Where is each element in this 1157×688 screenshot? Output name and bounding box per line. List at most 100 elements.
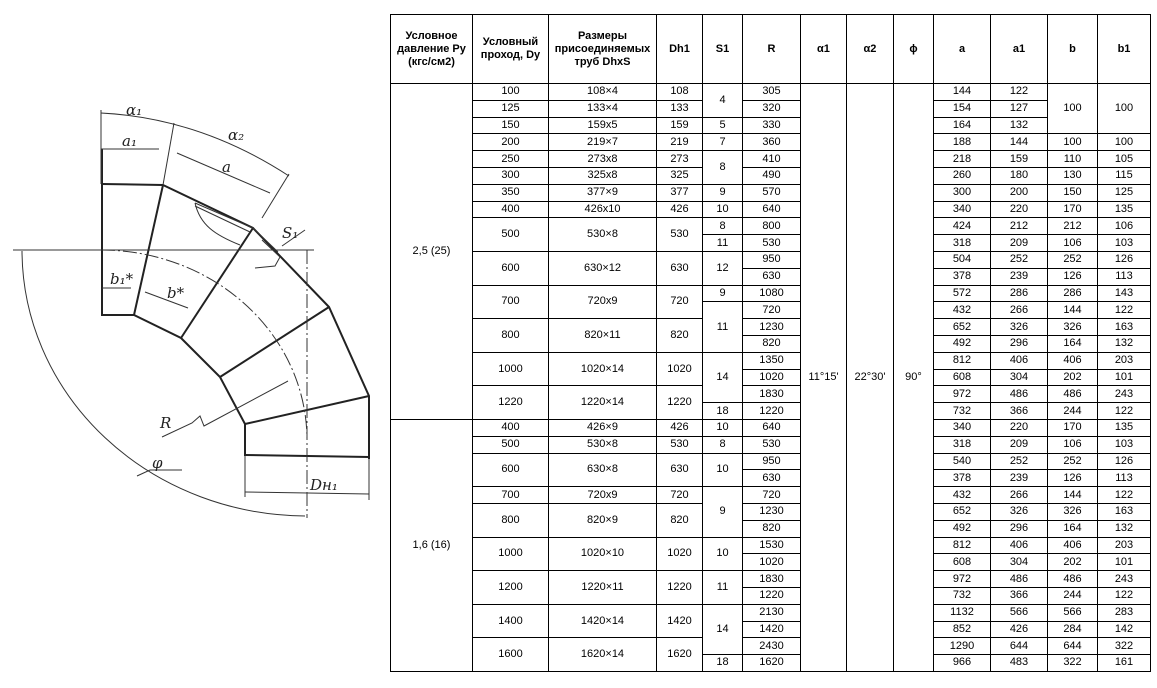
table-row: 700 720x9 720 9 1080 572 286 286 143	[391, 284, 1151, 320]
table-cell: 9	[702, 284, 743, 303]
table-cell: 852	[933, 620, 991, 639]
table-cell: 101	[1097, 368, 1151, 387]
table-cell: 800	[742, 217, 801, 236]
label-a: a	[222, 158, 231, 176]
table-cell: 113	[1097, 267, 1151, 286]
table-cell: 7	[702, 133, 743, 152]
table-cell: 170	[1047, 418, 1098, 437]
table-cell: 406	[1047, 536, 1098, 555]
table-body: 2,5 (25) 100 108×4 108 4 305 11°15' 22°30' 90° 14…	[390, 82, 1151, 672]
table-cell: 10	[702, 200, 743, 219]
table-cell: 239	[990, 469, 1048, 488]
table-row: 700 720x9 720 9 720 432 266 144 122	[391, 486, 1151, 538]
table-cell: 652	[933, 502, 991, 521]
table-cell: 608	[933, 553, 991, 572]
table-cell: 812	[933, 351, 991, 370]
r-leader	[161, 380, 289, 438]
table-cell: 2130	[742, 603, 801, 622]
column-header: R	[742, 14, 801, 84]
table-cell: 243	[1097, 385, 1151, 404]
table-cell: 1420×14	[548, 603, 657, 639]
table-cell: 972	[933, 570, 991, 588]
table-cell: 732	[933, 402, 991, 420]
table-cell: 492	[933, 334, 991, 353]
table-row: 125 133×4 133 320 154 127	[391, 99, 1151, 118]
table-cell: 212	[990, 217, 1048, 236]
table-cell: 159	[656, 116, 703, 135]
column-header: Размеры присоединяемых труб DhxS	[548, 14, 657, 84]
table-cell: 126	[1097, 250, 1151, 269]
table-cell: 5	[702, 116, 743, 135]
table-cell: 490	[742, 166, 801, 185]
table-cell: 406	[990, 351, 1048, 370]
table-cell: 530×8	[548, 435, 657, 454]
table-cell: 200	[990, 183, 1048, 202]
table-cell: 122	[1097, 586, 1151, 605]
table-cell: 1020	[742, 368, 801, 387]
table-cell: 10	[702, 452, 743, 488]
table-cell: 159	[990, 150, 1048, 168]
table-cell: 950	[742, 250, 801, 269]
b-dimension	[144, 291, 189, 309]
table-cell: 161	[1097, 654, 1151, 672]
table-cell: 426x10	[548, 200, 657, 219]
table-cell: 164	[1047, 519, 1098, 538]
table-cell: 209	[990, 234, 1048, 252]
table-cell: 14	[702, 603, 743, 656]
table-cell: 163	[1097, 318, 1151, 336]
table-cell: 8	[702, 150, 743, 185]
table-row: 630 378 239 126 113	[391, 267, 1151, 286]
table-cell: 170	[1047, 200, 1098, 219]
table-cell: 100	[1047, 82, 1098, 135]
column-header: b1	[1097, 14, 1151, 84]
table-cell: 132	[1097, 519, 1151, 538]
joint-line	[219, 306, 330, 378]
table-row: 1220 1220×14 1220 1830 972 486 486 243	[391, 385, 1151, 420]
table-cell: 14	[702, 351, 743, 404]
table-cell: 273x8	[548, 150, 657, 168]
table-cell: 244	[1047, 586, 1098, 605]
weld-detail	[194, 202, 281, 269]
table-cell: 115	[1097, 166, 1151, 185]
table-cell: 486	[1047, 385, 1098, 404]
table-row: 2,5 (25) 100 108×4 108 4 305 11°15' 22°30' 90° 14…	[390, 82, 1151, 672]
table-cell: 101	[1097, 553, 1151, 572]
table-cell: 144	[1047, 486, 1098, 504]
table-cell: 283	[1097, 603, 1151, 622]
table-row: 18 1220 732 366 244 122	[391, 402, 1151, 420]
s1-leader	[281, 229, 306, 247]
table-cell: 126	[1097, 452, 1151, 471]
table-cell: 100	[1047, 133, 1098, 152]
table-cell: 426	[656, 418, 703, 437]
table-cell: 820	[656, 318, 703, 353]
table-cell: 360	[742, 133, 801, 152]
table-cell: 8	[702, 435, 743, 454]
table-cell: 1420	[656, 603, 703, 639]
table-cell: 100	[1097, 82, 1151, 135]
table-cell: 22°30'	[846, 83, 894, 672]
table-cell: 220	[990, 418, 1048, 437]
table-cell: 366	[990, 586, 1048, 605]
table-cell: 566	[990, 603, 1048, 622]
table-cell: 202	[1047, 553, 1098, 572]
table-cell: 644	[990, 637, 1048, 656]
table-cell: 127	[990, 99, 1048, 118]
table-cell: 486	[990, 385, 1048, 404]
table-cell: 570	[742, 183, 801, 202]
table-cell: 640	[742, 200, 801, 219]
table-cell: 1220	[656, 570, 703, 605]
table-cell: 483	[990, 654, 1048, 672]
table-row: 800 820×9 820 1230 652 326 326 163	[391, 502, 1151, 538]
table-cell: 652	[933, 318, 991, 336]
table-cell: 122	[1097, 486, 1151, 504]
table-row: 500 530×8 530 8 530 318 209 106 103	[391, 435, 1151, 454]
table-cell: 318	[933, 234, 991, 252]
bend-outer-profile	[101, 183, 370, 459]
table-cell: 100	[472, 83, 549, 101]
table-cell: 135	[1097, 418, 1151, 437]
table-cell: 700	[472, 486, 549, 504]
table-cell: 106	[1097, 217, 1151, 236]
table-cell: 630	[742, 267, 801, 286]
table-cell: 2430	[742, 637, 801, 656]
table-row: 820 492 296 164 132	[391, 334, 1151, 353]
